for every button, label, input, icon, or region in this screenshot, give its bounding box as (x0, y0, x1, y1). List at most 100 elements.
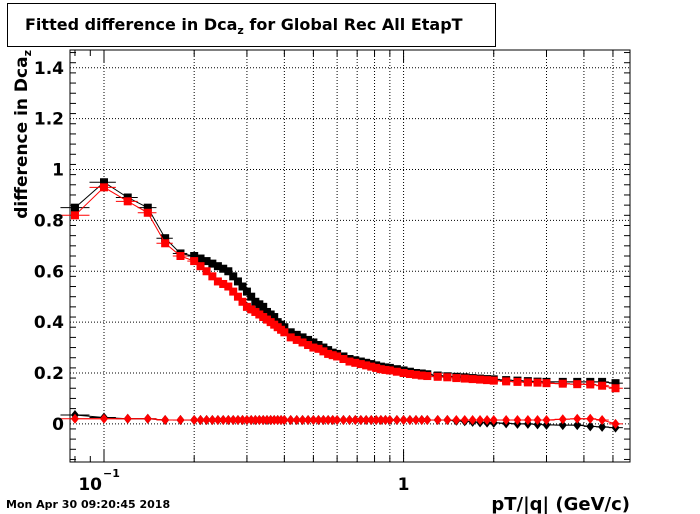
data-point-square (143, 208, 152, 217)
data-point-square (443, 373, 452, 382)
data-point-square (229, 272, 238, 281)
data-point-square (405, 370, 414, 379)
y-tick-label: 1.4 (34, 59, 64, 79)
data-point-square (213, 262, 222, 271)
data-point-diamond (558, 420, 567, 431)
data-point-diamond (423, 415, 432, 426)
y-tick-label: 1 (52, 161, 64, 181)
data-point-square (304, 341, 313, 350)
data-point-diamond (143, 413, 152, 424)
data-point-square (292, 335, 301, 344)
data-point-diamond (213, 415, 222, 426)
data-point-diamond (476, 415, 485, 426)
data-point-square (489, 376, 498, 385)
data-point-diamond (247, 415, 256, 426)
data-point-square (523, 378, 532, 387)
data-point-square (190, 252, 199, 260)
data-point-square (270, 313, 279, 322)
data-point-square (476, 375, 485, 384)
data-point-square (196, 254, 205, 263)
y-tick-label: 0.4 (34, 313, 64, 333)
data-point-square (251, 297, 260, 306)
data-point-square (502, 377, 511, 386)
data-point-diamond (351, 415, 360, 426)
data-point-square (411, 370, 420, 379)
data-point-diamond (251, 415, 260, 426)
data-point-diamond (309, 415, 318, 426)
data-point-square (333, 352, 342, 361)
data-point-square (339, 355, 348, 363)
data-point-square (238, 297, 247, 306)
data-point-square (558, 379, 567, 388)
data-point-square (242, 287, 251, 296)
grid (70, 50, 630, 462)
data-point-square (513, 377, 522, 386)
data-point-square (176, 252, 185, 260)
data-point-diamond (399, 415, 408, 426)
data-point-square (298, 338, 307, 347)
data-point-diamond (381, 415, 390, 426)
data-point-square (251, 307, 260, 316)
data-point-square (202, 257, 211, 266)
data-point-diamond (586, 413, 595, 424)
data-point-diamond (392, 415, 401, 426)
data-point-diamond (161, 415, 170, 426)
data-point-diamond (483, 415, 492, 426)
data-point-square (70, 203, 79, 212)
data-point-diamond (586, 421, 595, 432)
data-point-square (298, 333, 307, 342)
data-point-square (598, 381, 607, 390)
title-suffix: for Global Rec All EtapT (243, 15, 463, 34)
data-point-square (452, 374, 461, 383)
data-point-square (224, 267, 233, 276)
y-axis-label: difference in Dcaz (12, 50, 34, 219)
data-point-square (399, 368, 408, 377)
data-point-square (219, 279, 228, 288)
data-point-diamond (573, 420, 582, 431)
data-point-diamond (70, 413, 79, 424)
data-point-diamond (229, 415, 238, 426)
data-point-diamond (468, 415, 477, 426)
data-point-diamond (238, 415, 247, 426)
data-point-square (161, 239, 170, 248)
series-1 (60, 183, 623, 393)
data-point-square (202, 267, 211, 276)
data-point-square (381, 365, 390, 374)
data-point-square (208, 259, 217, 268)
data-point-diamond (292, 415, 301, 426)
data-point-diamond (333, 415, 342, 426)
data-point-square (611, 379, 620, 388)
data-point-square (362, 361, 371, 370)
data-point-square (286, 333, 295, 342)
data-point-diamond (324, 415, 333, 426)
data-point-square (611, 384, 620, 393)
data-point-square (573, 380, 582, 389)
timestamp: Mon Apr 30 09:20:45 2018 (6, 498, 171, 511)
data-point-diamond (233, 415, 242, 426)
x-tick-label: 1 (398, 475, 410, 495)
data-point-square (224, 282, 233, 291)
data-point-diamond (558, 414, 567, 425)
data-point-square (385, 366, 394, 375)
data-point-square (304, 335, 313, 344)
data-point-diamond (443, 415, 452, 426)
data-point-square (319, 347, 328, 356)
data-point-square (351, 358, 360, 367)
title-main: Fitted difference in Dca (25, 15, 238, 34)
data-point-diamond (196, 415, 205, 426)
data-point-square (208, 272, 217, 281)
data-point-diamond (372, 415, 381, 426)
data-point-square (247, 292, 256, 301)
data-point-diamond (123, 413, 132, 424)
data-point-square (100, 178, 109, 187)
data-point-diamond (417, 415, 426, 426)
data-point-square (423, 372, 432, 381)
data-point-diamond (411, 415, 420, 426)
data-point-square (542, 379, 551, 388)
axis-labels: 0 0.2 0.4 0.6 0.8 1 1.2 1.4 10−1 1 pT/|q| (GeV/c) d… (12, 50, 630, 514)
data-point-square (328, 351, 337, 360)
data-point-square (468, 375, 477, 384)
data-point-square (247, 305, 256, 314)
y-tick-label: 0.8 (34, 211, 64, 231)
